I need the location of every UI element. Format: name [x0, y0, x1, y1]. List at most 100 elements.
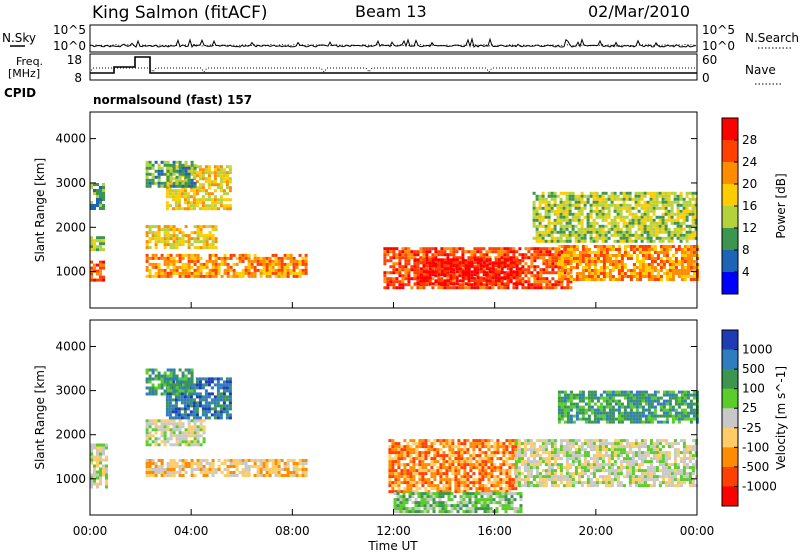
heatmap-cell — [481, 484, 485, 488]
heatmap-cell — [554, 262, 558, 266]
heatmap-cell — [190, 256, 194, 260]
heatmap-cell — [435, 495, 439, 499]
heatmap-cell — [565, 209, 569, 213]
heatmap-cell — [601, 227, 605, 231]
heatmap-cell — [499, 463, 503, 467]
heatmap-cell — [601, 230, 605, 234]
heatmap-cell — [677, 269, 681, 272]
heatmap-cell — [391, 442, 395, 446]
heatmap-cell — [195, 198, 199, 202]
heatmap-cell — [409, 439, 413, 443]
heatmap-cell — [550, 209, 554, 213]
heatmap-cell — [400, 454, 404, 458]
heatmap-cell — [670, 221, 674, 225]
heatmap-cell — [506, 286, 510, 290]
heatmap-cell — [653, 251, 657, 254]
heatmap-cell — [148, 240, 152, 244]
heatmap-cell — [565, 206, 569, 210]
heatmap-cell — [280, 474, 284, 477]
heatmap-cell — [145, 468, 149, 471]
heatmap-cell — [90, 260, 93, 264]
heatmap-cell — [529, 448, 533, 452]
heatmap-cell — [177, 195, 181, 199]
heatmap-cell — [408, 498, 412, 502]
heatmap-cell — [494, 264, 498, 268]
heatmap-cell — [632, 272, 636, 275]
heatmap-cell — [496, 466, 500, 470]
heatmap-cell — [496, 451, 500, 455]
heatmap-cell — [295, 262, 299, 266]
heatmap-cell — [673, 194, 677, 198]
heatmap-cell — [562, 212, 566, 216]
heatmap-cell — [393, 498, 397, 502]
heatmap-cell — [479, 282, 483, 286]
heatmap-cell — [676, 221, 680, 225]
heatmap-cell — [673, 230, 677, 234]
heatmap-cell — [196, 234, 200, 238]
heatmap-cell — [207, 195, 211, 199]
heatmap-cell — [485, 279, 489, 283]
heatmap-cell — [628, 236, 632, 240]
heatmap-cell — [539, 256, 543, 260]
heatmap-cell — [180, 180, 184, 184]
heatmap-cell — [187, 271, 191, 275]
heatmap-cell — [662, 272, 666, 275]
heatmap-cell — [195, 395, 199, 399]
heatmap-cell — [587, 254, 591, 257]
heatmap-cell — [563, 257, 567, 260]
heatmap-cell — [201, 174, 205, 178]
heatmap-cell — [195, 416, 199, 420]
heatmap-cell — [172, 368, 176, 372]
heatmap-cell — [476, 264, 480, 268]
heatmap-cell — [688, 197, 692, 201]
heatmap-cell — [532, 203, 536, 207]
heatmap-cell — [177, 407, 181, 411]
heatmap-cell — [619, 212, 623, 216]
heatmap-cell — [171, 416, 175, 420]
heatmap-cell — [532, 445, 536, 449]
heatmap-cell — [643, 230, 647, 234]
heatmap-cell — [90, 458, 93, 462]
heatmap-cell — [602, 266, 606, 269]
heatmap-cell — [436, 484, 440, 488]
heatmap-cell — [409, 466, 413, 470]
heatmap-cell — [670, 239, 674, 243]
heatmap-cell — [400, 445, 404, 449]
heatmap-cell — [223, 262, 227, 266]
heatmap-cell — [383, 271, 387, 275]
heatmap-cell — [145, 163, 149, 167]
heatmap-cell — [439, 457, 443, 461]
heatmap-cell — [499, 487, 503, 491]
heatmap-cell — [388, 454, 392, 458]
heatmap-cell — [631, 239, 635, 243]
heatmap-cell — [640, 224, 644, 228]
heatmap-cell — [277, 274, 281, 278]
heatmap-cell — [574, 200, 578, 204]
heatmap-cell — [455, 276, 459, 280]
heatmap-cell — [205, 259, 209, 263]
heatmap-cell — [90, 266, 93, 270]
heatmap-cell — [538, 212, 542, 216]
heatmap-cell — [473, 258, 477, 262]
heatmap-cell — [253, 274, 257, 278]
heatmap-cell — [474, 504, 478, 508]
heatmap-cell — [445, 439, 449, 443]
heatmap-cell — [463, 442, 467, 446]
heatmap-cell — [491, 280, 495, 284]
heatmap-cell — [192, 192, 196, 196]
heatmap-cell — [467, 276, 471, 280]
heatmap-cell — [562, 445, 566, 449]
heatmap-cell — [500, 276, 504, 280]
heatmap-cell — [295, 468, 299, 471]
heatmap-cell — [496, 442, 500, 446]
heatmap-cell — [682, 203, 686, 207]
heatmap-cell — [452, 261, 456, 265]
heatmap-cell — [569, 248, 573, 251]
heatmap-cell — [223, 253, 227, 257]
heatmap-cell — [187, 440, 191, 444]
heatmap-cell — [563, 251, 567, 254]
heatmap-cell — [154, 175, 158, 179]
heatmap-cell — [500, 250, 504, 254]
heatmap-cell — [145, 225, 149, 229]
heatmap-cell — [168, 392, 172, 396]
